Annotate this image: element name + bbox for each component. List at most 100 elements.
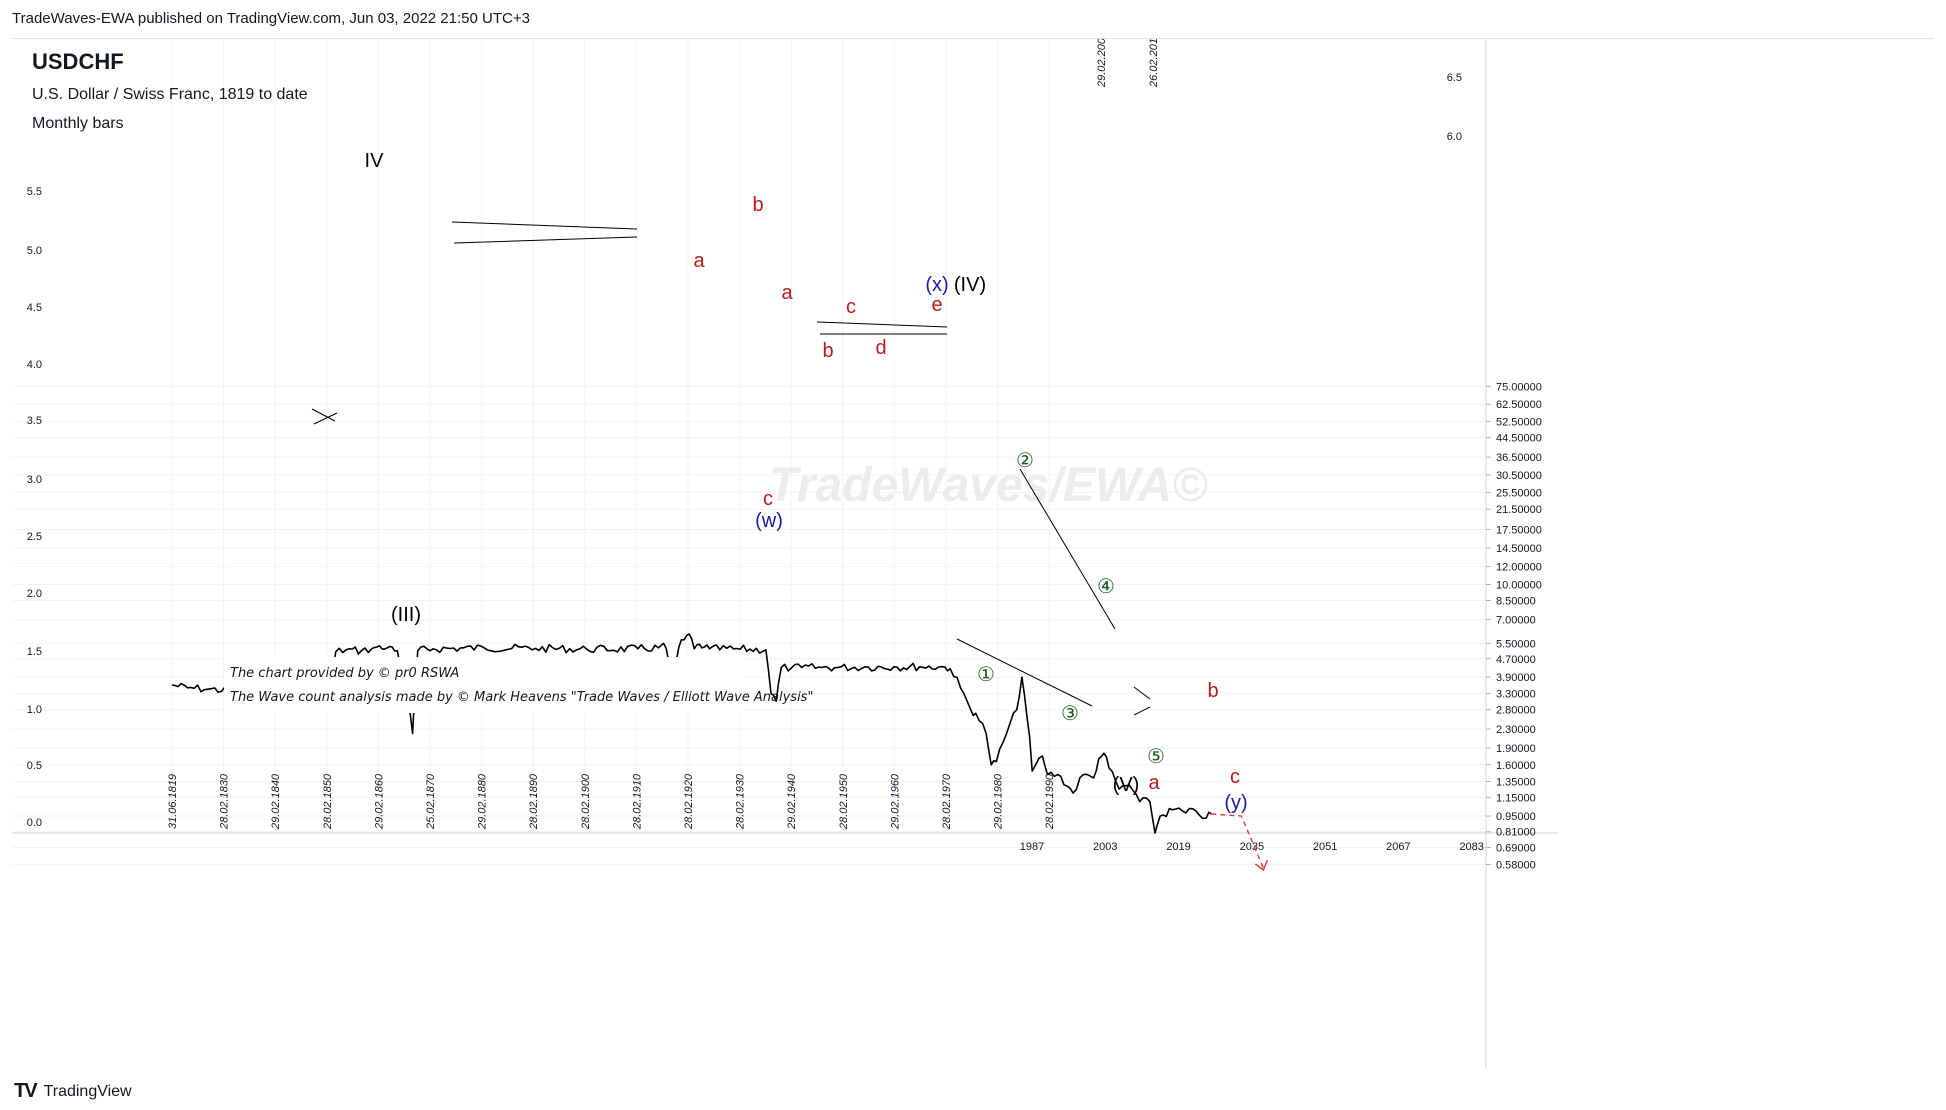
wave-label: c — [846, 296, 856, 318]
left-axis-tick: 1.0 — [27, 704, 42, 716]
wave-label: a — [781, 282, 793, 304]
right-axis-tick: 30.50000 — [1496, 470, 1542, 482]
time-axis-tick: 2083 — [1459, 841, 1483, 853]
right-axis-tick: 1.60000 — [1496, 760, 1536, 772]
price-line — [171, 633, 1212, 834]
time-axis-tick: 2035 — [1240, 841, 1264, 853]
date-axis-tick: 28.02.1970 — [941, 773, 953, 830]
wave-label: d — [875, 337, 886, 359]
left-axis-tick: 3.5 — [27, 415, 42, 427]
left-axis-tick: 6.0 — [1447, 131, 1462, 143]
left-axis-tick: 6.5 — [1447, 72, 1462, 84]
right-axis-tick: 2.30000 — [1496, 724, 1536, 736]
right-axis-tick: 4.70000 — [1496, 654, 1536, 666]
wave-label: a — [1148, 772, 1160, 794]
watermark: TradeWaves/EWA© — [768, 459, 1208, 512]
right-axis-tick: 62.50000 — [1496, 399, 1542, 411]
right-axis-tick: 52.50000 — [1496, 416, 1542, 428]
right-axis[interactable]: 75.00000 62.50000 52.50000 44.50000 36.50000… — [1486, 381, 1542, 872]
left-axis-tick: 5.0 — [27, 245, 42, 257]
wave-label: c — [1230, 766, 1240, 788]
right-axis-tick: 2.80000 — [1496, 705, 1536, 717]
wave-label: ③ — [1061, 703, 1079, 725]
trendline — [451, 221, 638, 230]
date-axis-tick: 28.02.1900 — [580, 773, 592, 830]
right-axis-tick: 21.50000 — [1496, 504, 1542, 516]
date-axis-tick: 28.02.1920 — [683, 773, 695, 830]
time-axis[interactable]: 1987 2003 2019 2035 2051 2067 2083 — [1020, 841, 1484, 853]
left-axis-tick: 3.0 — [27, 474, 42, 486]
trendline — [956, 638, 1093, 707]
chart-area[interactable]: TradeWaves/EWA© 0.0 0.5 1.0 1.5 2.0 2.5 3.0 3.5… — [12, 38, 1934, 1069]
projection-arrow — [1254, 859, 1269, 872]
right-axis-tick: 0.95000 — [1496, 811, 1536, 823]
time-axis-tick: 2003 — [1093, 841, 1117, 853]
right-axis-tick: 0.69000 — [1496, 843, 1536, 855]
left-axis-tick: 0.0 — [27, 817, 42, 829]
left-axis-tick: 4.0 — [27, 359, 42, 371]
symbol-description: U.S. Dollar / Swiss Franc, 1819 to date — [32, 86, 308, 103]
trendline — [1133, 686, 1151, 700]
wave-label: b — [1207, 680, 1218, 702]
timeframe-label: Monthly bars — [32, 115, 124, 132]
date-axis-tick: 29.02.1960 — [889, 773, 901, 830]
right-axis-tick: 3.30000 — [1496, 689, 1536, 701]
right-axis-tick: 36.50000 — [1496, 452, 1542, 464]
wave-label: (x) — [925, 274, 948, 296]
date-axis-tick: 29.02.1980 — [993, 773, 1005, 830]
date-axis-tick: 29.02.1880 — [477, 773, 489, 830]
right-axis-tick: 14.50000 — [1496, 543, 1542, 555]
date-axis-tick: 28.02.1850 — [322, 773, 334, 830]
time-axis-tick: 2051 — [1313, 841, 1337, 853]
wave-label: ④ — [1097, 576, 1115, 598]
right-axis-tick: 10.00000 — [1496, 580, 1542, 592]
right-axis-tick: 12.00000 — [1496, 562, 1542, 574]
trendline — [313, 412, 338, 425]
date-axis-tick: 28.02.1930 — [735, 773, 747, 830]
date-axis-tick: 28.02.1910 — [631, 773, 643, 830]
right-axis-tick: 1.15000 — [1496, 792, 1536, 804]
left-axis: 0.0 0.5 1.0 1.5 2.0 2.5 3.0 3.5 4.0 4.5 5.0 5.5 6.0 6… — [27, 72, 1462, 829]
date-axis: 31.06.1819 28.02.1830 29.02.1840 28.02.1850… — [167, 773, 1056, 830]
left-axis-tick: 2.0 — [27, 588, 42, 600]
wave-label: ① — [977, 664, 995, 686]
right-axis-tick: 1.90000 — [1496, 743, 1536, 755]
left-axis-tick: 0.5 — [27, 760, 42, 772]
trendline — [816, 321, 948, 328]
right-axis-tick: 44.50000 — [1496, 433, 1542, 445]
date-axis-tick: 28.02.1990 — [1044, 773, 1056, 830]
wave-label: ⑤ — [1147, 746, 1165, 768]
right-axis-tick: 75.00000 — [1496, 381, 1542, 393]
trendline — [1133, 706, 1151, 716]
trendlines — [311, 221, 1151, 716]
date-axis-tick: 29.02.1940 — [786, 773, 798, 830]
top-date-markers: 29.02.2000 26.02.2010 — [1096, 39, 1160, 88]
date-axis-tick: 31.06.1819 — [167, 774, 179, 829]
grid-layer — [12, 39, 1486, 866]
tradingview-footer[interactable]: TV TradingView — [14, 1080, 132, 1103]
top-date-marker: 26.02.2010 — [1148, 39, 1160, 88]
publish-header: TradeWaves-EWA published on TradingView.… — [12, 10, 530, 27]
right-axis-tick: 8.50000 — [1496, 595, 1536, 607]
date-axis-tick: 28.02.1830 — [219, 773, 231, 830]
right-axis-tick: 0.58000 — [1496, 860, 1536, 872]
trendline — [453, 236, 638, 244]
top-date-marker: 29.02.2000 — [1096, 39, 1108, 88]
wave-label: IV — [365, 150, 385, 172]
right-axis-tick: 7.00000 — [1496, 615, 1536, 627]
wave-label: (V) — [1113, 774, 1140, 796]
time-axis-tick: 2067 — [1386, 841, 1410, 853]
right-axis-tick: 3.90000 — [1496, 672, 1536, 684]
wave-label: (y) — [1224, 792, 1247, 814]
attribution-box — [224, 657, 744, 713]
wave-label: c — [763, 488, 773, 510]
wave-label: b — [822, 340, 833, 362]
left-axis-tick: 5.5 — [27, 186, 42, 198]
wave-label: a — [693, 250, 705, 272]
date-axis-tick: 25.02.1870 — [425, 773, 437, 830]
left-axis-tick: 1.5 — [27, 646, 42, 658]
chart-svg[interactable]: TradeWaves/EWA© 0.0 0.5 1.0 1.5 2.0 2.5 3.0 3.5… — [12, 39, 1934, 1069]
tradingview-brand: TradingView — [43, 1082, 132, 1100]
tradingview-logo-icon: TV — [14, 1080, 38, 1102]
